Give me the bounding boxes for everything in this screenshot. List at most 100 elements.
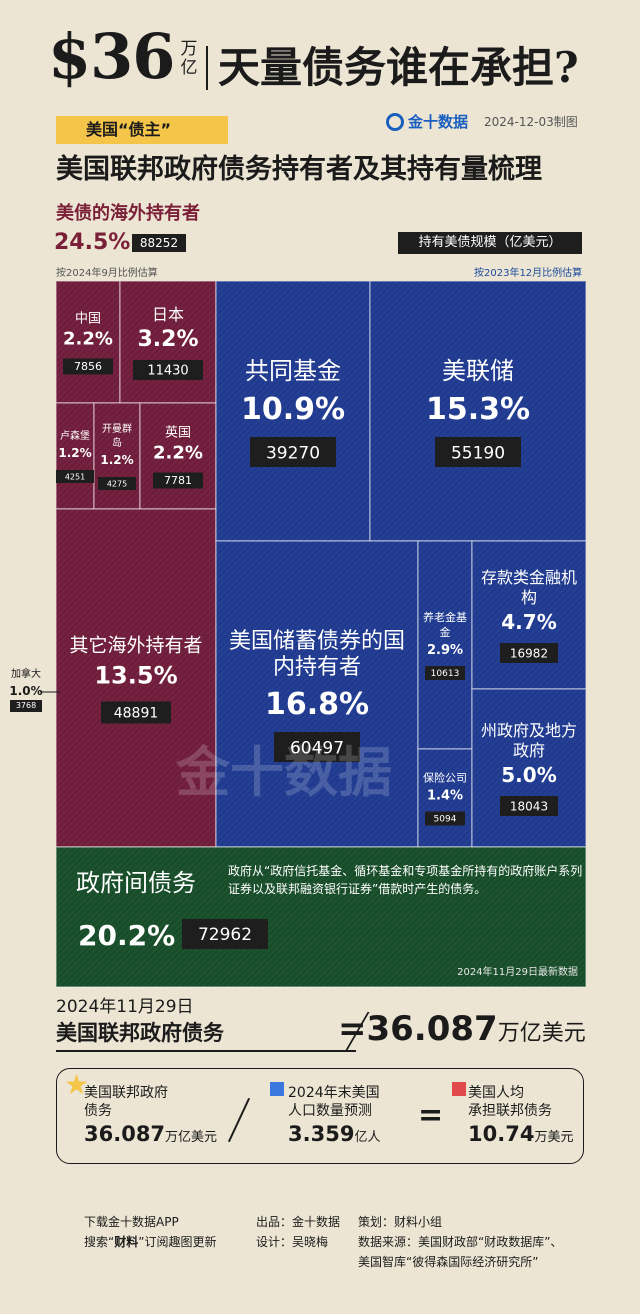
- treemap-label-value: 7856: [74, 360, 102, 373]
- treemap-label-pct: 2.9%: [427, 643, 463, 658]
- summary-date: 2024年11月29日: [56, 997, 194, 1017]
- footer-credits: 出品：金十数据 设计：吴晓梅: [256, 1212, 340, 1252]
- summary-underline: [56, 1050, 356, 1052]
- star-icon: ★: [64, 1068, 90, 1101]
- header-divider: [206, 46, 208, 90]
- treemap-label-value: 18043: [510, 799, 548, 813]
- brand-icon: [386, 113, 404, 131]
- overseas-title: 美债的海外持有者: [56, 203, 200, 224]
- summary-total-value: =36.087: [338, 1009, 498, 1049]
- treemap-value-box: [56, 470, 94, 483]
- treemap-label-name: 养老金基: [423, 610, 467, 624]
- treemap-label-name: 美联储: [442, 357, 514, 385]
- header-amount: $36: [48, 20, 175, 93]
- treemap-label-name: 开曼群: [102, 422, 132, 435]
- treemap-label-value: 7781: [164, 474, 192, 487]
- treemap-value-box: [182, 919, 268, 949]
- treemap-cell-texture: [56, 509, 216, 847]
- treemap-label-pct: 15.3%: [426, 392, 530, 427]
- footer-sources: 策划：财料小组 数据来源：美国财政部“财政数据库”、 美国智库“彼得森国际经济研…: [358, 1212, 562, 1272]
- treemap-label-name: 日本: [152, 305, 184, 324]
- calc-pop-label-2: 人口数量预测: [288, 1103, 372, 1119]
- treemap-cell-texture: [370, 281, 586, 541]
- treemap-label-name: 政府: [513, 741, 545, 760]
- treemap-value-box: [153, 472, 203, 489]
- treemap-label-pct: 2.2%: [63, 329, 113, 350]
- canada-connector: [40, 691, 60, 693]
- treemap-label-name: 中国: [75, 312, 101, 327]
- treemap-label-name: 构: [521, 588, 537, 607]
- treemap-label-value: 55190: [451, 444, 505, 464]
- red-square-icon: [452, 1082, 466, 1096]
- treemap-cell-texture: [56, 403, 94, 509]
- treemap-label-value: 48891: [114, 705, 159, 721]
- summary-total-unit: 万亿美元: [497, 1021, 586, 1046]
- treemap-label-value: 11430: [147, 363, 188, 378]
- header-unit-bottom: 亿: [180, 58, 198, 78]
- calc-per-capita: 美国人均 承担联邦债务 10.74万美元: [468, 1084, 573, 1152]
- calc-pc-label-2: 承担联邦债务: [468, 1103, 552, 1119]
- government-note-line: 证券以及联邦融资银行证券”借款时产生的债务。: [228, 881, 486, 896]
- treemap-label-name: 金: [440, 625, 451, 639]
- treemap-label-value: 5094: [434, 815, 457, 825]
- calc-debt-value: 36.087万亿美元: [84, 1122, 218, 1146]
- treemap-value-box: [98, 477, 136, 490]
- treemap-label-pct: 2.2%: [153, 443, 203, 464]
- section-tag: 美国“债主”: [56, 116, 228, 144]
- calc-debt-label-1: 美国联邦政府: [84, 1085, 168, 1101]
- treemap-label-value: 10613: [431, 669, 460, 679]
- header-unit: 万 亿: [178, 40, 200, 78]
- calc-pop-value: 3.359亿人: [288, 1122, 381, 1146]
- canada-name: 加拿大: [11, 669, 41, 680]
- treemap-label-value: 39270: [266, 444, 320, 464]
- canada-value: 3768: [10, 700, 42, 712]
- summary-label: 美国联邦政府债务: [56, 1021, 224, 1045]
- brand-name: 金十数据: [408, 113, 469, 131]
- page-title: 天量债务谁在承担?: [218, 43, 579, 92]
- treemap-label-name: 其它海外持有者: [69, 635, 202, 657]
- footer-designer: 设计：吴晓梅: [256, 1235, 329, 1249]
- watermark: 金十数据: [175, 741, 392, 804]
- treemap-label-pct: 10.9%: [241, 392, 345, 427]
- treemap-label-name: 共同基金: [245, 357, 341, 385]
- treemap-label-pct: 1.2%: [100, 453, 133, 467]
- treemap-cell-texture: [472, 541, 586, 689]
- treemap-cell-texture: [120, 281, 216, 403]
- footer-publisher: 出品：金十数据: [256, 1215, 341, 1229]
- treemap-label-value: 4275: [107, 479, 127, 488]
- treemap-cell-texture: [216, 541, 418, 847]
- canada-pct: 1.0%: [9, 684, 43, 698]
- treemap-label-pct: 5.0%: [501, 763, 556, 787]
- government-note-line: 政府从“政府信托基金、循环基金和专项基金所持有的政府账户系列: [228, 863, 582, 878]
- treemap-label-name: 州政府及地方: [481, 721, 577, 740]
- treemap-cell-texture: [94, 403, 140, 509]
- treemap-label-name: 卢森堡: [60, 429, 90, 442]
- treemap-label-name: 内持有者: [273, 655, 361, 680]
- treemap-value-box: [133, 360, 203, 380]
- footer-search: 搜索“财料”订阅趣图更新: [84, 1235, 217, 1249]
- footer-app: 下载金十数据APP: [84, 1215, 179, 1229]
- overseas-percent: 24.5%: [54, 230, 131, 255]
- summary-total: =36.087万亿美元: [338, 1006, 586, 1057]
- overseas-value: 88252: [132, 234, 186, 252]
- blue-square-icon: [270, 1082, 284, 1096]
- treemap-cell-texture: [140, 403, 216, 509]
- treemap-label-pct: 16.8%: [265, 687, 369, 722]
- treemap-value-box: [425, 811, 465, 826]
- treemap-label-name: 美国储蓄债券的国: [229, 629, 405, 654]
- treemap-label-pct: 3.2%: [137, 327, 198, 352]
- treemap-cell-texture: [472, 689, 586, 847]
- treemap-value-box: [435, 437, 521, 467]
- treemap-value-box: [500, 643, 558, 663]
- footer-source-2: 美国智库“彼得森国际经济研究所”: [358, 1255, 539, 1269]
- footer-planner: 策划：财料小组: [358, 1215, 443, 1229]
- treemap-value-box: [500, 796, 558, 816]
- treemap-label-value: 16982: [510, 646, 548, 660]
- treemap-label-pct: 1.2%: [58, 446, 91, 460]
- treemap-label-name: 保险公司: [423, 771, 467, 785]
- treemap-label-name: 存款类金融机: [481, 568, 577, 587]
- treemap-value-box: [63, 358, 113, 375]
- treemap-cell-texture: [56, 281, 120, 403]
- treemap-value-box: [425, 666, 465, 680]
